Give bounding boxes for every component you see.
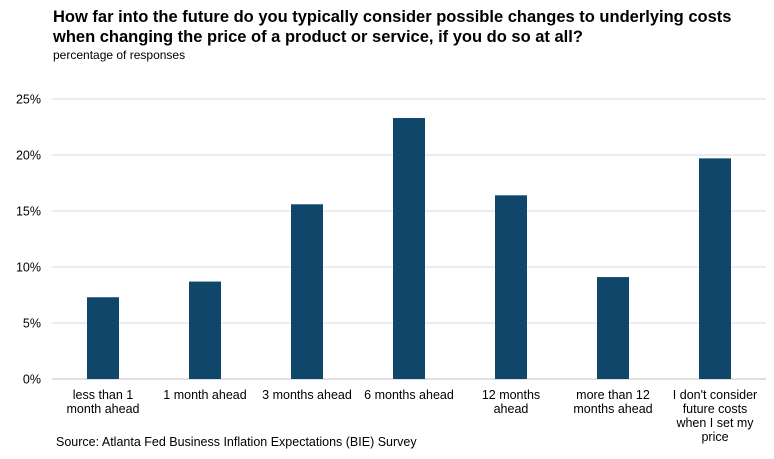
chart-subtitle: percentage of responses xyxy=(53,48,186,62)
x-tick-label: 1 month ahead xyxy=(163,388,246,402)
bar xyxy=(291,204,323,379)
y-tick-label: 20% xyxy=(16,149,41,163)
bar xyxy=(699,158,731,379)
x-tick-label: less than 1 month ahead xyxy=(67,388,140,416)
x-tick-label-line: future costs xyxy=(683,402,748,416)
bar xyxy=(597,277,629,379)
x-tick-label-line: 6 months ahead xyxy=(364,388,454,402)
x-tick-label-line: more than 12 xyxy=(576,388,650,402)
x-tick-label-line: less than 1 xyxy=(73,388,134,402)
x-tick-label-line: month ahead xyxy=(67,402,140,416)
x-tick-label: 6 months ahead xyxy=(364,388,454,402)
x-tick-label-line: months ahead xyxy=(573,402,652,416)
x-tick-label: more than 12 months ahead xyxy=(573,388,652,416)
bar xyxy=(189,281,221,379)
y-tick-label: 0% xyxy=(23,373,41,387)
x-axis-ticks: less than 1 month ahead 1 month ahead 3 mon… xyxy=(67,388,758,444)
x-tick-label-line: 3 months ahead xyxy=(262,388,352,402)
bar xyxy=(393,118,425,379)
y-tick-label: 15% xyxy=(16,205,41,219)
x-tick-label-line: ahead xyxy=(494,402,529,416)
y-tick-label: 10% xyxy=(16,261,41,275)
x-tick-label: 12 months ahead xyxy=(482,388,540,416)
bar xyxy=(495,195,527,379)
y-axis-ticks: 0% 5% 10% 15% 20% 25% xyxy=(16,93,41,387)
y-tick-label: 25% xyxy=(16,93,41,107)
x-tick-label-line: price xyxy=(701,430,728,444)
x-tick-label: 3 months ahead xyxy=(262,388,352,402)
x-tick-label-line: 12 months xyxy=(482,388,540,402)
x-tick-label-line: I don't consider xyxy=(673,388,757,402)
chart-title: How far into the future do you typically… xyxy=(53,8,732,46)
bars xyxy=(87,118,731,379)
x-tick-label-line: when I set my xyxy=(675,416,754,430)
x-tick-label-line: 1 month ahead xyxy=(163,388,246,402)
chart-source: Source: Atlanta Fed Business Inflation E… xyxy=(56,435,417,449)
bar xyxy=(87,297,119,379)
x-tick-label: I don't consider future costs when I set m… xyxy=(673,388,757,444)
y-tick-label: 5% xyxy=(23,317,41,331)
